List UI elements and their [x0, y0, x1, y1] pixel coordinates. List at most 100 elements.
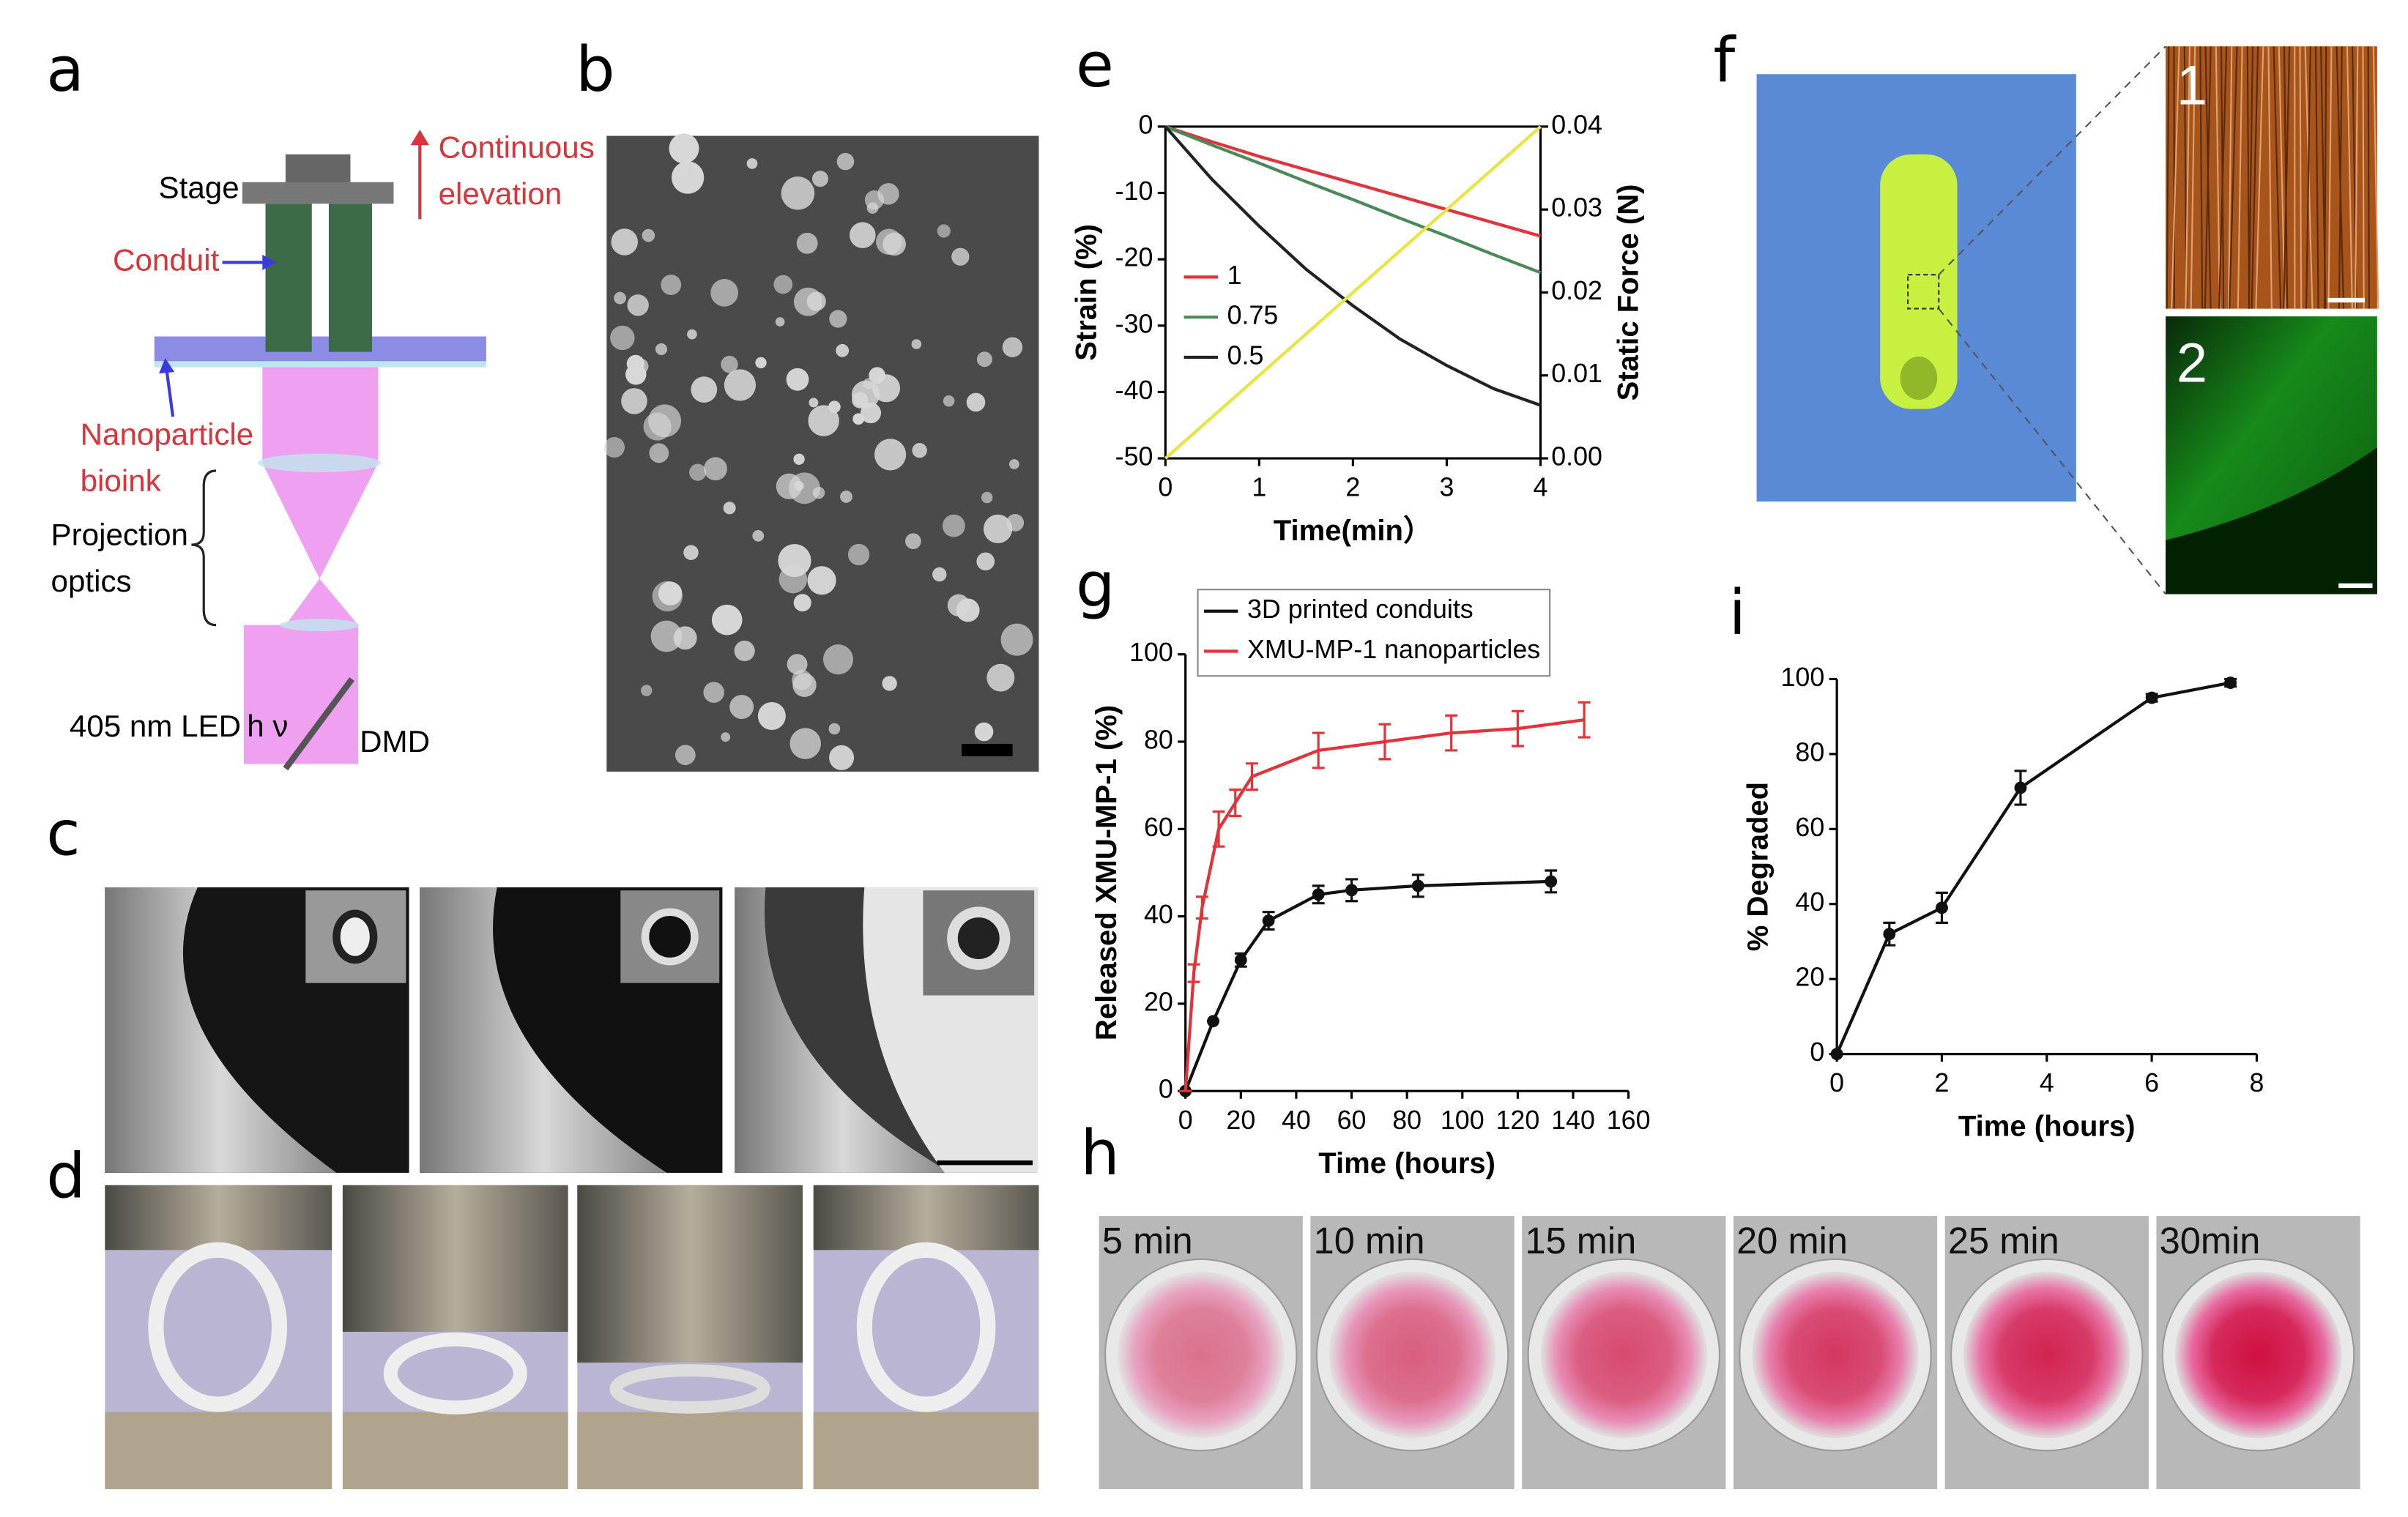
- y-tick-label: 80: [1144, 725, 1173, 754]
- image: [735, 887, 951, 1173]
- particle: [1002, 337, 1023, 357]
- particle: [874, 439, 907, 471]
- legend-label: 1: [1227, 261, 1242, 290]
- dish-label: 20 min: [1736, 1220, 1848, 1261]
- particle: [951, 247, 970, 266]
- fiber: [2283, 46, 2289, 309]
- x-axis-label: Time(min）: [1274, 515, 1432, 547]
- conduit: [1900, 356, 1938, 400]
- photo: [813, 1185, 1039, 1250]
- arrow: [159, 358, 175, 374]
- diagram: Stage Continuous elevation Conduit Nanop…: [51, 130, 595, 771]
- lens: [257, 453, 382, 473]
- dish-photos: 5 min 10 min 15 min 20 min 25 min 30min: [1099, 1215, 2360, 1489]
- particle: [981, 491, 993, 504]
- particle: [905, 533, 921, 550]
- x-tick-label: 0: [1158, 473, 1173, 502]
- particle: [721, 732, 731, 742]
- particle: [669, 133, 699, 164]
- y-tick-label: -30: [1115, 309, 1153, 338]
- y2-tick-label: 0.04: [1551, 110, 1602, 139]
- x-tick-label: 4: [2040, 1068, 2054, 1097]
- inset: [2166, 447, 2377, 594]
- error-bar: [1246, 762, 1258, 791]
- point: [1234, 953, 1247, 966]
- particle: [793, 453, 805, 465]
- particle: [840, 491, 852, 503]
- fiber: [2354, 46, 2359, 309]
- fiber: [2237, 46, 2243, 309]
- chart: 0 1 2 3 4 0 -10 -20 -30 -40 -50 0.00 0.01 0.02 0.03 0.0…: [1071, 110, 1645, 546]
- legend-label: 3D printed conduits: [1247, 594, 1474, 624]
- sem-images: [105, 887, 1038, 1173]
- y-tick-label: 40: [1144, 900, 1173, 929]
- particle: [911, 339, 922, 349]
- particle: [746, 158, 758, 169]
- label: DMD: [360, 724, 430, 758]
- point: [1312, 888, 1325, 901]
- fiber: [2218, 46, 2228, 309]
- particle: [755, 357, 767, 369]
- error-bar: [1445, 714, 1458, 752]
- photo: [105, 1185, 332, 1250]
- label: Projection: [51, 518, 188, 552]
- image: [105, 887, 337, 1173]
- dish-content: [1329, 1271, 1496, 1439]
- particle: [734, 640, 755, 662]
- particle: [621, 388, 647, 414]
- particle: [757, 701, 786, 731]
- particle: [942, 514, 965, 537]
- conduit: [328, 204, 372, 352]
- panel-letter: i: [1729, 577, 1746, 649]
- y-tick-label: 0: [1810, 1037, 1824, 1067]
- particle: [836, 152, 855, 171]
- y-tick-label: 0: [1139, 110, 1153, 139]
- particle: [611, 228, 638, 256]
- y2-tick-label: 0.01: [1551, 359, 1602, 388]
- particle: [847, 543, 870, 566]
- photo: [577, 1185, 803, 1363]
- y-tick-label: -50: [1115, 442, 1153, 471]
- particle: [691, 376, 718, 403]
- error-bar: [1212, 810, 1225, 848]
- y-tick-label: 80: [1795, 737, 1824, 767]
- label: Stage: [159, 170, 239, 204]
- x-tick-label: 80: [1392, 1106, 1422, 1135]
- panel-letter: d: [46, 1140, 86, 1212]
- particle: [723, 502, 736, 515]
- particle: [658, 581, 683, 605]
- fiber: [2255, 46, 2264, 309]
- conduit: [1880, 154, 1958, 409]
- x-tick-label: 2: [1935, 1068, 1950, 1097]
- light-beam: [262, 365, 379, 579]
- particle: [627, 294, 649, 316]
- zoom-box: [1907, 274, 1940, 310]
- particle: [704, 457, 727, 481]
- arrow: [262, 254, 277, 270]
- x-axis-label: Time (hours): [1318, 1147, 1495, 1179]
- fiber: [2283, 46, 2291, 309]
- point: [2145, 691, 2158, 704]
- conduit: [265, 204, 312, 352]
- particle: [808, 405, 839, 436]
- x-tick-label: 160: [1607, 1106, 1651, 1135]
- point: [1545, 875, 1558, 888]
- particle: [610, 325, 635, 351]
- particle: [788, 472, 820, 504]
- fiber: [2305, 46, 2311, 309]
- compression-photos: [105, 1185, 1039, 1489]
- particle: [811, 171, 829, 187]
- fiber: [2227, 46, 2233, 309]
- ring: [609, 1364, 770, 1414]
- particle: [655, 343, 668, 355]
- ring: [856, 1242, 996, 1412]
- panel-letter: c: [46, 797, 80, 869]
- series-line: [1164, 124, 1542, 238]
- particle: [966, 392, 986, 412]
- particle: [850, 222, 876, 248]
- particle: [1008, 459, 1019, 469]
- particle: [807, 566, 836, 595]
